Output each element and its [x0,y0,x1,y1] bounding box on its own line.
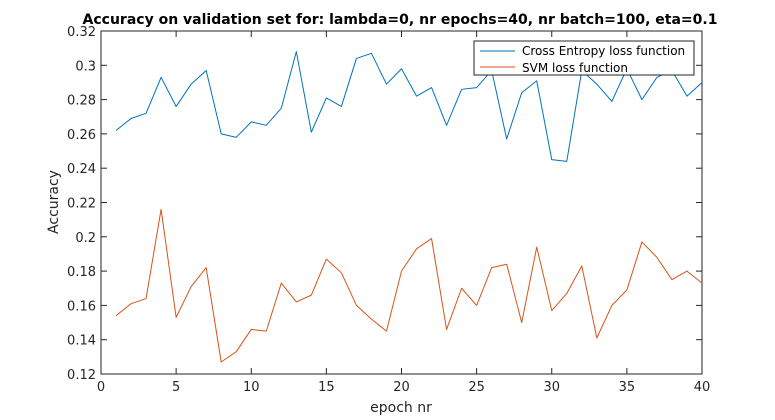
series-line-cross-entropy [115,51,703,162]
x-tick-label: 35 [619,380,636,395]
x-tick-label: 15 [318,380,335,395]
y-axis-label: Accuracy [46,170,62,234]
y-tick-label: 0.24 [67,162,96,177]
x-axis-label: epoch nr [370,400,432,416]
x-tick-label: 30 [543,380,560,395]
axes-box [100,30,703,375]
x-tick-label: 10 [243,380,260,395]
legend: Cross Entropy loss function SVM loss fun… [473,40,695,76]
legend-label-cross-entropy: Cross Entropy loss function [522,44,685,58]
y-tick-label: 0.16 [67,299,96,314]
series-line-svm [115,208,703,363]
plot-area [100,30,703,375]
legend-box [473,40,695,76]
x-tick-label: 5 [172,380,180,395]
axis-ticks: 0 5 10 15 20 25 30 35 40 0.12 0.14 0.16 0.18 0.2 0.22 0… [67,25,710,395]
y-tick-label: 0.26 [67,128,96,143]
y-tick-label: 0.2 [75,231,96,246]
series-lines [115,51,703,363]
x-tick-label: 40 [694,380,711,395]
x-tick-label: 20 [393,380,410,395]
x-tick-label: 25 [468,380,485,395]
legend-label-svm: SVM loss function [522,61,628,75]
y-tick-label: 0.22 [67,197,96,212]
y-tick-label: 0.28 [67,94,96,109]
y-tick-label: 0.3 [75,59,96,74]
y-tick-label: 0.18 [67,265,96,280]
y-tick-label: 0.12 [67,368,96,383]
y-tick-label: 0.32 [67,25,96,40]
x-tick-label: 0 [97,380,105,395]
chart-title: Accuracy on validation set for: lambda=0… [83,12,718,28]
y-tick-label: 0.14 [67,334,96,349]
